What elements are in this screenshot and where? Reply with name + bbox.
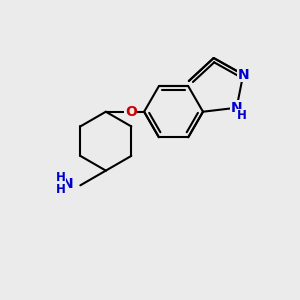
Text: O: O [125, 105, 137, 119]
Text: N: N [61, 177, 73, 191]
Text: N: N [231, 101, 242, 115]
Text: N: N [237, 68, 249, 82]
Text: H: H [56, 171, 65, 184]
Text: H: H [237, 110, 247, 122]
Text: H: H [56, 183, 65, 196]
